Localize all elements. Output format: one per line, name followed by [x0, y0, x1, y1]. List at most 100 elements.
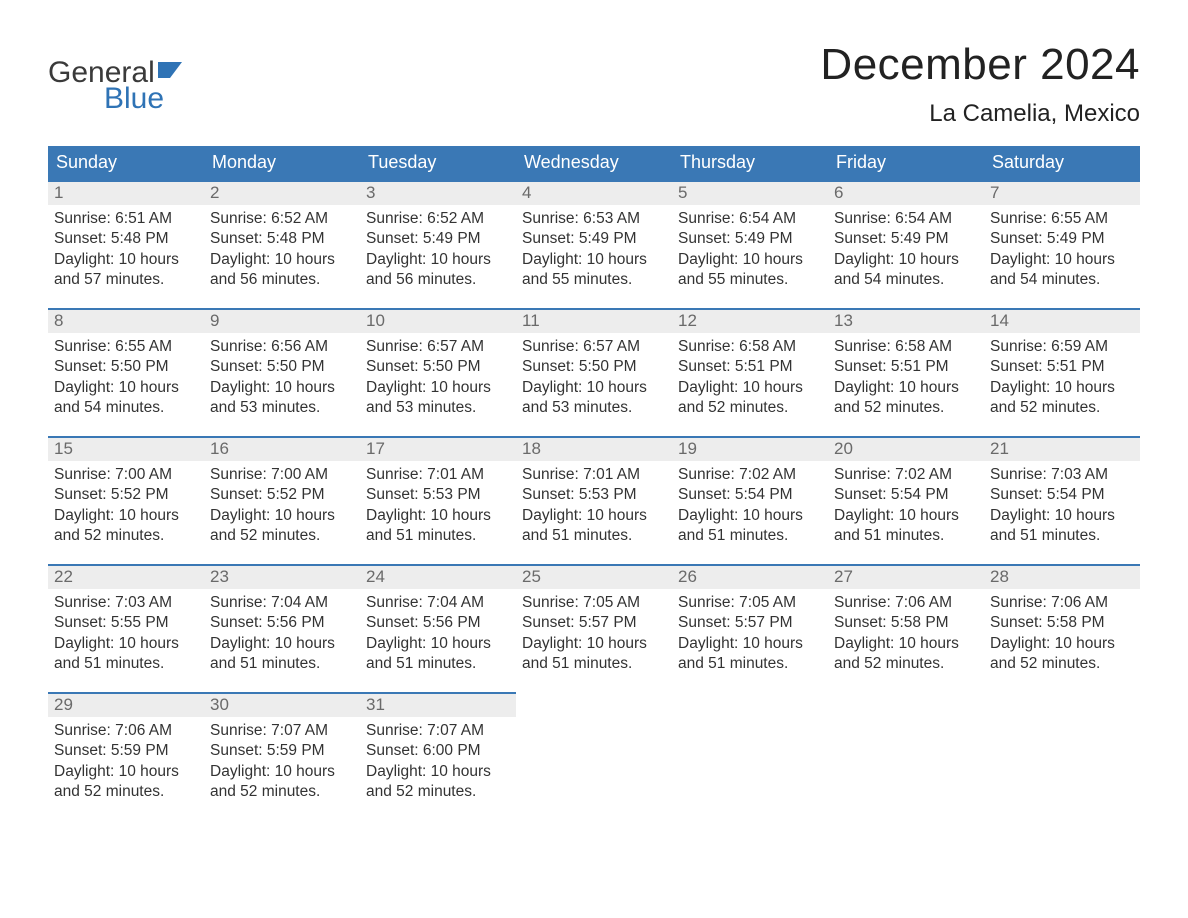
day-number: 18: [516, 436, 672, 461]
day-content: Sunrise: 6:52 AMSunset: 5:49 PMDaylight:…: [360, 205, 516, 297]
sunrise-text: Sunrise: 6:59 AM: [990, 337, 1134, 357]
day-cell: 1Sunrise: 6:51 AMSunset: 5:48 PMDaylight…: [48, 180, 204, 308]
day-content: Sunrise: 6:57 AMSunset: 5:50 PMDaylight:…: [360, 333, 516, 425]
brand-logo: General Blue: [48, 40, 183, 111]
day-cell: 3Sunrise: 6:52 AMSunset: 5:49 PMDaylight…: [360, 180, 516, 308]
weekday-header: Thursday: [672, 146, 828, 180]
daylight-text: Daylight: 10 hours: [210, 250, 354, 270]
day-content: Sunrise: 7:07 AMSunset: 5:59 PMDaylight:…: [204, 717, 360, 809]
daylight-text: Daylight: 10 hours: [678, 634, 822, 654]
sunset-text: Sunset: 5:56 PM: [210, 613, 354, 633]
sunrise-text: Sunrise: 7:01 AM: [522, 465, 666, 485]
sunset-text: Sunset: 5:51 PM: [990, 357, 1134, 377]
day-cell: 15Sunrise: 7:00 AMSunset: 5:52 PMDayligh…: [48, 436, 204, 564]
day-content: Sunrise: 7:05 AMSunset: 5:57 PMDaylight:…: [516, 589, 672, 681]
day-cell: 12Sunrise: 6:58 AMSunset: 5:51 PMDayligh…: [672, 308, 828, 436]
sunrise-text: Sunrise: 7:03 AM: [990, 465, 1134, 485]
sunset-text: Sunset: 5:54 PM: [990, 485, 1134, 505]
sunrise-text: Sunrise: 6:55 AM: [54, 337, 198, 357]
day-content: Sunrise: 7:06 AMSunset: 5:58 PMDaylight:…: [828, 589, 984, 681]
day-number: 17: [360, 436, 516, 461]
weekday-header: Monday: [204, 146, 360, 180]
daylight-text: Daylight: 10 hours: [834, 506, 978, 526]
sunset-text: Sunset: 5:48 PM: [54, 229, 198, 249]
daylight-text: and 51 minutes.: [366, 526, 510, 546]
day-number: 26: [672, 564, 828, 589]
daylight-text: and 55 minutes.: [678, 270, 822, 290]
day-content: Sunrise: 7:00 AMSunset: 5:52 PMDaylight:…: [204, 461, 360, 553]
day-cell: 4 Sunrise: 6:53 AMSunset: 5:49 PMDaylight…: [516, 180, 672, 308]
sunrise-text: Sunrise: 6:57 AM: [522, 337, 666, 357]
sunrise-text: Sunrise: 7:03 AM: [54, 593, 198, 613]
daylight-text: Daylight: 10 hours: [990, 634, 1134, 654]
sunset-text: Sunset: 5:53 PM: [522, 485, 666, 505]
day-content: Sunrise: 6:56 AMSunset: 5:50 PMDaylight:…: [204, 333, 360, 425]
day-cell: 5Sunrise: 6:54 AMSunset: 5:49 PMDaylight…: [672, 180, 828, 308]
daylight-text: Daylight: 10 hours: [210, 634, 354, 654]
sunrise-text: Sunrise: 6:58 AM: [678, 337, 822, 357]
weekday-header: Friday: [828, 146, 984, 180]
day-content: Sunrise: 6:52 AMSunset: 5:48 PMDaylight:…: [204, 205, 360, 297]
day-cell: 27Sunrise: 7:06 AMSunset: 5:58 PMDayligh…: [828, 564, 984, 692]
sunrise-text: Sunrise: 6:54 AM: [678, 209, 822, 229]
daylight-text: Daylight: 10 hours: [54, 634, 198, 654]
day-number: 11: [516, 308, 672, 333]
sunrise-text: Sunrise: 6:57 AM: [366, 337, 510, 357]
sunset-text: Sunset: 5:55 PM: [54, 613, 198, 633]
daylight-text: Daylight: 10 hours: [522, 506, 666, 526]
empty-cell: [828, 692, 984, 820]
day-number: 29: [48, 692, 204, 717]
day-number: 1: [48, 180, 204, 205]
day-number: 16: [204, 436, 360, 461]
day-number: 4: [516, 180, 672, 205]
daylight-text: and 53 minutes.: [522, 398, 666, 418]
sunset-text: Sunset: 5:50 PM: [366, 357, 510, 377]
daylight-text: and 55 minutes.: [522, 270, 666, 290]
day-cell: 2Sunrise: 6:52 AMSunset: 5:48 PMDaylight…: [204, 180, 360, 308]
sunset-text: Sunset: 5:49 PM: [366, 229, 510, 249]
daylight-text: Daylight: 10 hours: [366, 762, 510, 782]
daylight-text: and 51 minutes.: [678, 654, 822, 674]
sunrise-text: Sunrise: 7:04 AM: [366, 593, 510, 613]
day-cell: 29Sunrise: 7:06 AMSunset: 5:59 PMDayligh…: [48, 692, 204, 820]
header: General Blue December 2024 La Camelia, M…: [48, 40, 1140, 128]
empty-cell: [516, 692, 672, 820]
sunset-text: Sunset: 5:58 PM: [834, 613, 978, 633]
day-cell: 25Sunrise: 7:05 AMSunset: 5:57 PMDayligh…: [516, 564, 672, 692]
daylight-text: and 52 minutes.: [990, 654, 1134, 674]
daylight-text: Daylight: 10 hours: [834, 378, 978, 398]
sunset-text: Sunset: 5:49 PM: [522, 229, 666, 249]
daylight-text: and 54 minutes.: [834, 270, 978, 290]
sunset-text: Sunset: 5:59 PM: [54, 741, 198, 761]
sunrise-text: Sunrise: 6:52 AM: [210, 209, 354, 229]
day-cell: 23Sunrise: 7:04 AMSunset: 5:56 PMDayligh…: [204, 564, 360, 692]
empty-cell: [984, 692, 1140, 820]
daylight-text: and 52 minutes.: [210, 782, 354, 802]
sunrise-text: Sunrise: 7:02 AM: [834, 465, 978, 485]
day-cell: 16Sunrise: 7:00 AMSunset: 5:52 PMDayligh…: [204, 436, 360, 564]
sunset-text: Sunset: 5:51 PM: [678, 357, 822, 377]
daylight-text: and 52 minutes.: [54, 526, 198, 546]
day-cell: 7Sunrise: 6:55 AMSunset: 5:49 PMDaylight…: [984, 180, 1140, 308]
day-content: Sunrise: 6:51 AMSunset: 5:48 PMDaylight:…: [48, 205, 204, 297]
day-content: Sunrise: 7:06 AMSunset: 5:58 PMDaylight:…: [984, 589, 1140, 681]
day-content: Sunrise: 7:01 AMSunset: 5:53 PMDaylight:…: [516, 461, 672, 553]
brand-line2: Blue: [48, 86, 183, 112]
sunset-text: Sunset: 5:50 PM: [54, 357, 198, 377]
day-cell: 26Sunrise: 7:05 AMSunset: 5:57 PMDayligh…: [672, 564, 828, 692]
daylight-text: Daylight: 10 hours: [210, 506, 354, 526]
sunrise-text: Sunrise: 7:07 AM: [210, 721, 354, 741]
daylight-text: Daylight: 10 hours: [366, 250, 510, 270]
day-content: Sunrise: 7:03 AMSunset: 5:55 PMDaylight:…: [48, 589, 204, 681]
sunrise-text: Sunrise: 6:53 AM: [522, 209, 666, 229]
daylight-text: and 53 minutes.: [210, 398, 354, 418]
day-cell: 10Sunrise: 6:57 AMSunset: 5:50 PMDayligh…: [360, 308, 516, 436]
day-content: Sunrise: 7:07 AMSunset: 6:00 PMDaylight:…: [360, 717, 516, 809]
day-cell: 19Sunrise: 7:02 AMSunset: 5:54 PMDayligh…: [672, 436, 828, 564]
week-row: 22Sunrise: 7:03 AMSunset: 5:55 PMDayligh…: [48, 564, 1140, 692]
daylight-text: and 51 minutes.: [678, 526, 822, 546]
sunrise-text: Sunrise: 6:52 AM: [366, 209, 510, 229]
day-content: Sunrise: 7:00 AMSunset: 5:52 PMDaylight:…: [48, 461, 204, 553]
daylight-text: Daylight: 10 hours: [522, 250, 666, 270]
day-number: 3: [360, 180, 516, 205]
